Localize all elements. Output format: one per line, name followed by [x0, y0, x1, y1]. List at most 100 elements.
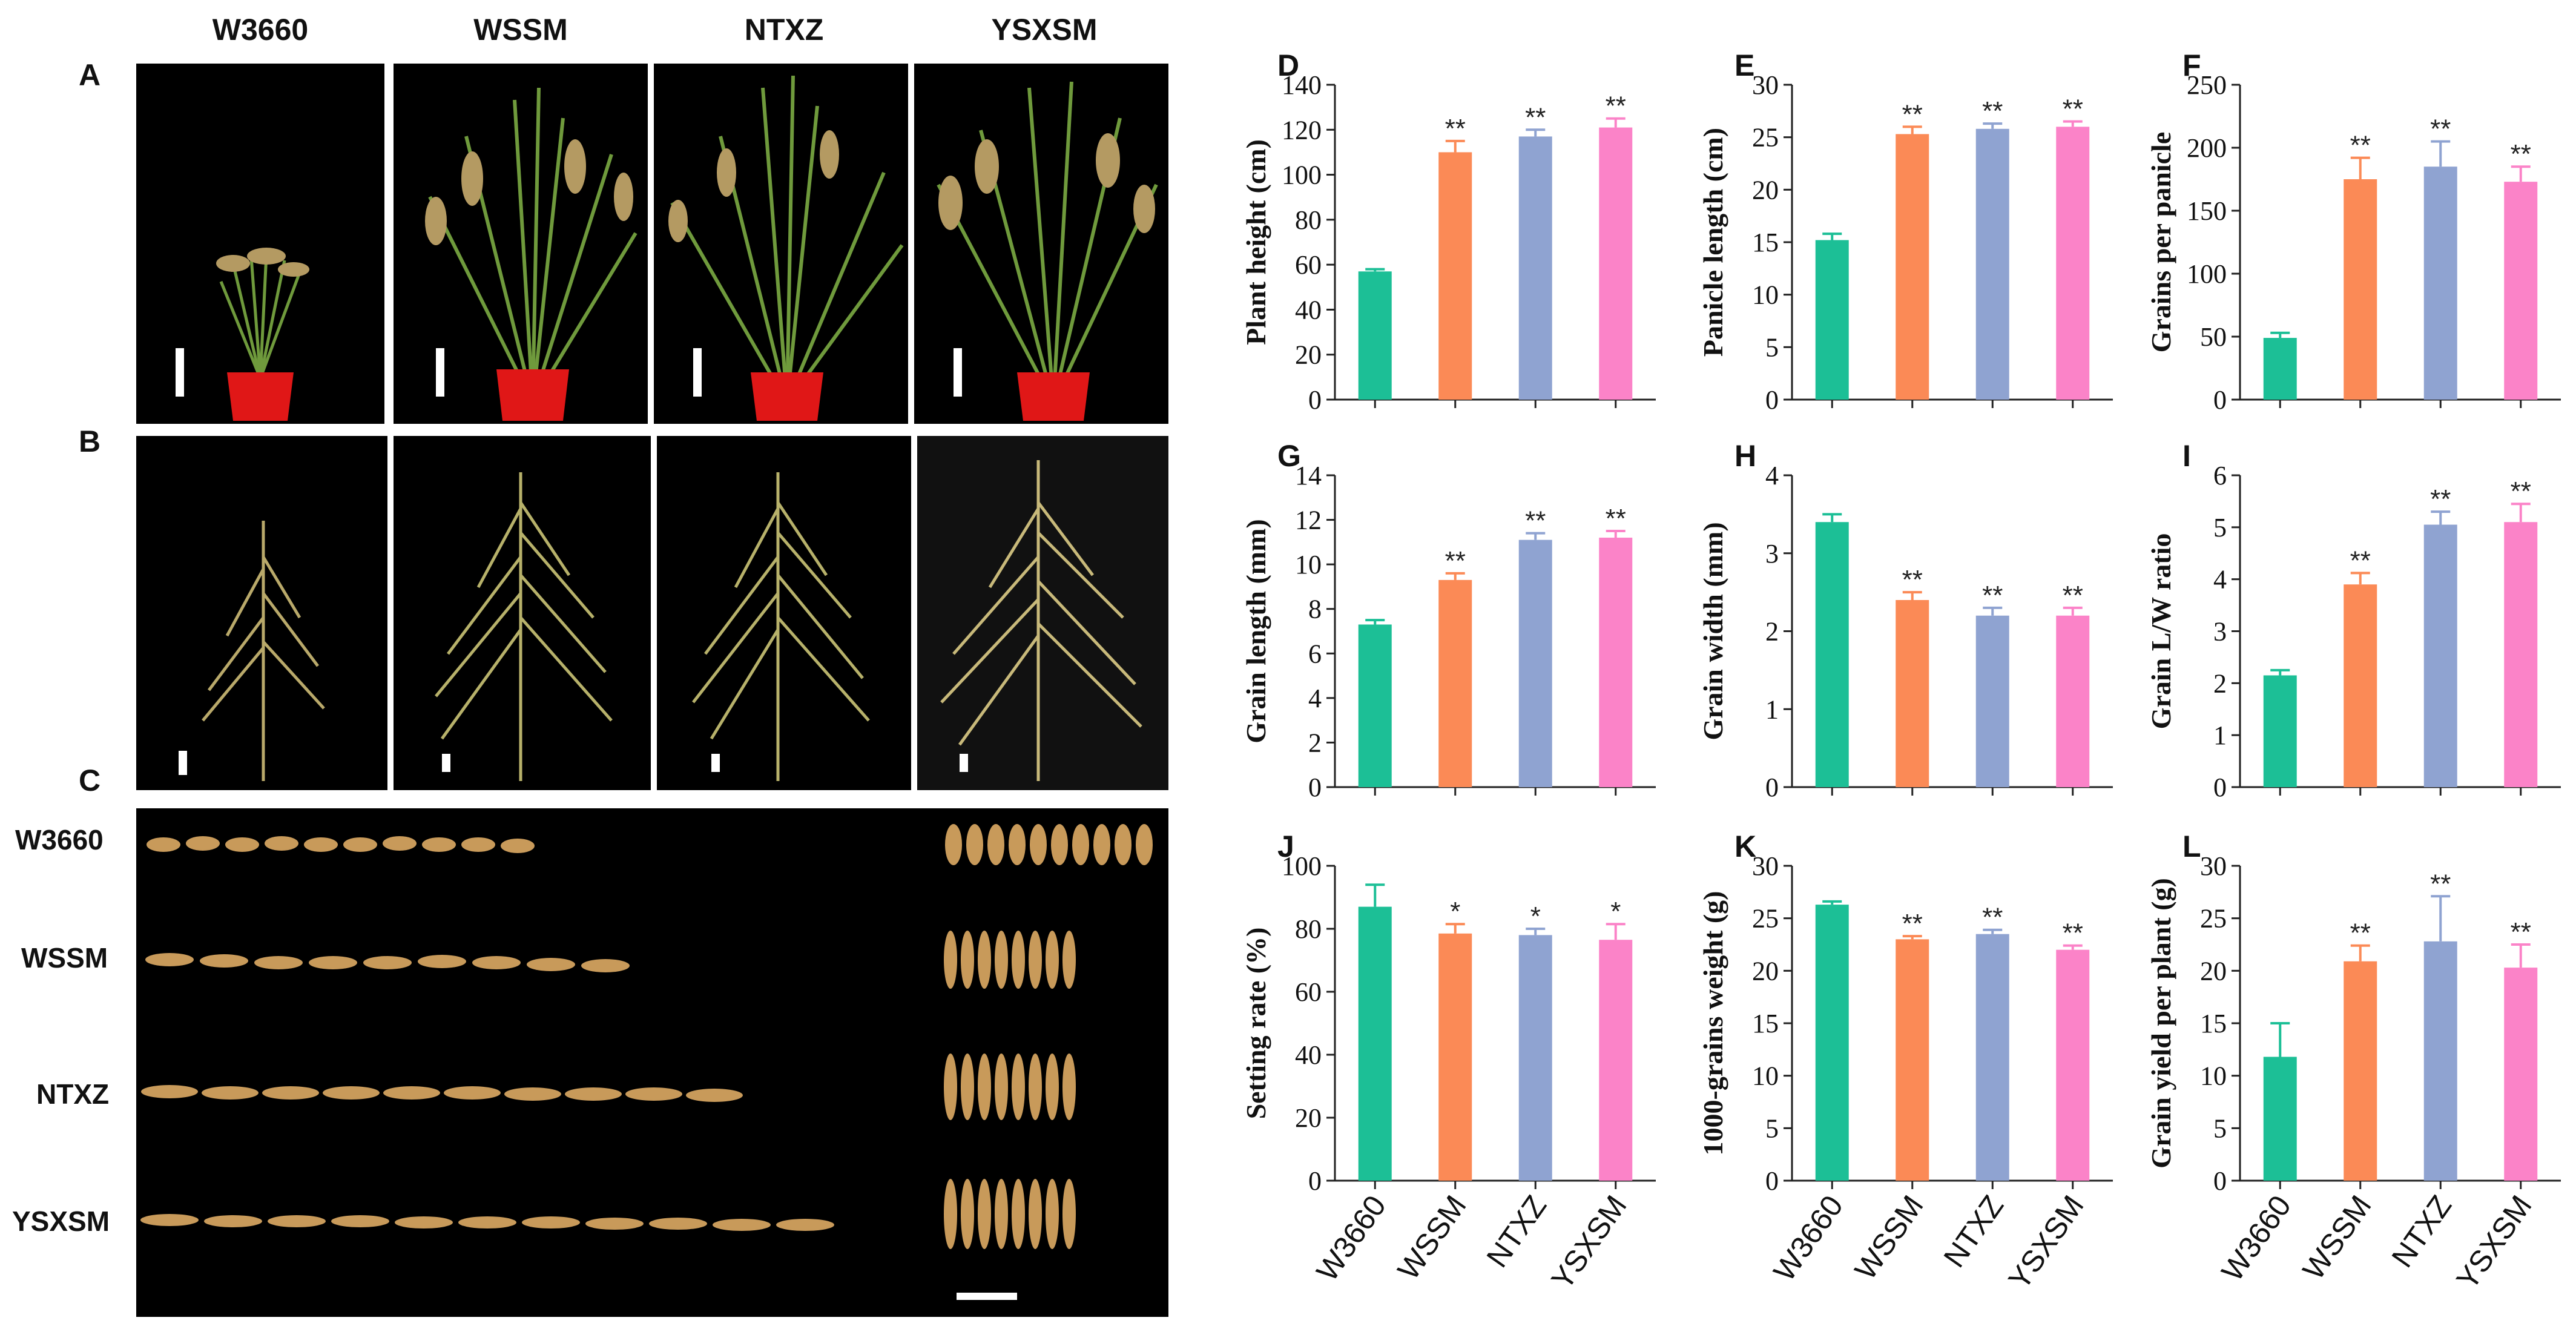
y-tick-label: 12	[1295, 506, 1322, 535]
significance-mark: **	[1445, 546, 1466, 576]
bar-wssm	[2344, 961, 2377, 1181]
plant-image	[937, 81, 1158, 421]
panicle-photo-wssm	[394, 436, 651, 790]
bar-ntxz	[1518, 539, 1552, 787]
y-tick-label: 25	[1752, 123, 1779, 153]
y-tick-label: 80	[1295, 914, 1322, 944]
significance-mark: **	[2511, 917, 2531, 947]
panicle-photo-ntxz	[657, 436, 911, 790]
y-tick-label: 14	[1295, 461, 1322, 490]
y-tick-label: 0	[1308, 773, 1322, 802]
significance-mark: *	[1530, 902, 1541, 931]
y-tick-label: 6	[2213, 461, 2227, 490]
y-tick-label: 20	[1752, 956, 1779, 986]
panel-label-c: C	[79, 763, 101, 797]
bar-wssm	[1438, 579, 1472, 787]
y-tick-label: 0	[1765, 385, 1779, 415]
significance-mark: **	[1982, 903, 2003, 932]
y-tick-label: 20	[1752, 175, 1779, 205]
bar-w3660	[2263, 338, 2297, 400]
bar-ysxsm	[1599, 127, 1633, 400]
y-tick-label: 25	[2200, 904, 2227, 934]
bar-wssm	[2344, 584, 2377, 787]
significance-mark: **	[1982, 96, 2003, 126]
y-tick-label: 5	[1765, 332, 1779, 362]
bar-ysxsm	[2056, 615, 2090, 787]
significance-mark: **	[1525, 506, 1546, 536]
bar-ysxsm	[2504, 522, 2538, 787]
y-tick-label: 140	[1282, 70, 1322, 100]
chart-f: F 0 50 100 150 200 250 Grains per panicle ** ** **	[2146, 48, 2561, 415]
y-tick-label: 20	[1295, 1103, 1322, 1133]
x-tick-label: WSSM	[2296, 1189, 2378, 1286]
y-axis-label: Grain length (mm)	[1240, 519, 1271, 744]
column-label-wssm: WSSM	[473, 13, 568, 47]
grain-photo	[136, 808, 1168, 1317]
chart-i: I 0 1 2 3 4 5 6 Grain L/W ratio ** ** **	[2146, 439, 2561, 802]
y-tick-label: 5	[1765, 1113, 1779, 1143]
plant-photo-ysxsm	[914, 64, 1168, 424]
y-tick-label: 60	[1295, 250, 1322, 280]
chart-k: K 0 5 10 15 20 25 30 1000-grains weight (g) W3660…	[1698, 829, 2113, 1296]
bar-ntxz	[1975, 128, 2009, 400]
plant-image	[425, 87, 637, 421]
bar-ysxsm	[2504, 968, 2538, 1181]
bar-ntxz	[1975, 615, 2009, 787]
significance-mark: **	[2511, 139, 2531, 169]
y-tick-label: 30	[1752, 851, 1779, 881]
grain-image	[140, 824, 1153, 1300]
panel-label: F	[2182, 48, 2201, 82]
y-tick-label: 100	[1282, 160, 1322, 190]
bar-ysxsm	[1599, 940, 1633, 1181]
chart-h: H 0 1 2 3 4 Grain width (mm) ** ** **	[1698, 439, 2113, 802]
y-tick-label: 100	[2187, 259, 2227, 289]
bar-wssm	[2344, 179, 2377, 400]
x-tick-label: WSSM	[1391, 1189, 1473, 1286]
significance-mark: *	[1450, 897, 1460, 926]
significance-mark: **	[1606, 504, 1626, 533]
significance-mark: **	[1525, 102, 1546, 132]
significance-mark: **	[2430, 484, 2451, 514]
panel-label: D	[1277, 48, 1299, 82]
panicle-photo-ysxsm	[917, 436, 1168, 790]
significance-mark: **	[1606, 91, 1626, 121]
y-tick-label: 60	[1295, 977, 1322, 1007]
column-label-w3660: W3660	[212, 13, 309, 47]
y-tick-label: 3	[2213, 617, 2227, 647]
panel-label: L	[2182, 829, 2201, 863]
y-tick-label: 0	[2213, 773, 2227, 802]
y-tick-label: 50	[2200, 322, 2227, 352]
significance-mark: **	[1982, 581, 2003, 610]
panicle-photo-w3660	[136, 436, 387, 790]
significance-mark: **	[2063, 94, 2083, 124]
bar-w3660	[1358, 906, 1392, 1181]
y-axis-label: Panicle length (cm)	[1698, 128, 1728, 357]
bar-ysxsm	[2056, 127, 2090, 400]
x-tick-label: YSXSM	[1544, 1189, 1633, 1296]
bar-wssm	[1438, 933, 1472, 1181]
y-tick-label: 15	[1752, 1009, 1779, 1038]
y-tick-label: 5	[2213, 1113, 2227, 1143]
grain-row-label-ysxsm: YSXSM	[12, 1205, 110, 1237]
panel-label: J	[1277, 829, 1294, 863]
plant-photo-w3660	[136, 64, 384, 424]
column-label-ysxsm: YSXSM	[991, 13, 1098, 47]
chart-d: D 0 20 40 60 80 100 120 140 Plant height (cm) ** **…	[1240, 48, 1656, 415]
bar-ysxsm	[2504, 182, 2538, 400]
y-tick-label: 4	[1765, 461, 1779, 490]
bar-w3660	[1815, 240, 1849, 400]
panicle-image	[435, 472, 613, 781]
y-tick-label: 40	[1295, 295, 1322, 325]
bar-ysxsm	[1599, 538, 1633, 787]
grain-row-label-wssm: WSSM	[21, 942, 108, 974]
y-axis-label: Setting rate (%)	[1240, 928, 1271, 1120]
y-tick-label: 0	[1308, 1166, 1322, 1196]
y-axis-label: Grain width (mm)	[1698, 522, 1728, 740]
bar-wssm	[1896, 600, 1929, 787]
significance-mark: **	[2350, 131, 2371, 160]
bar-w3660	[1358, 271, 1392, 400]
bar-w3660	[1358, 624, 1392, 787]
y-tick-label: 10	[2200, 1061, 2227, 1091]
y-axis-label: Grain yield per plant (g)	[2146, 878, 2176, 1169]
